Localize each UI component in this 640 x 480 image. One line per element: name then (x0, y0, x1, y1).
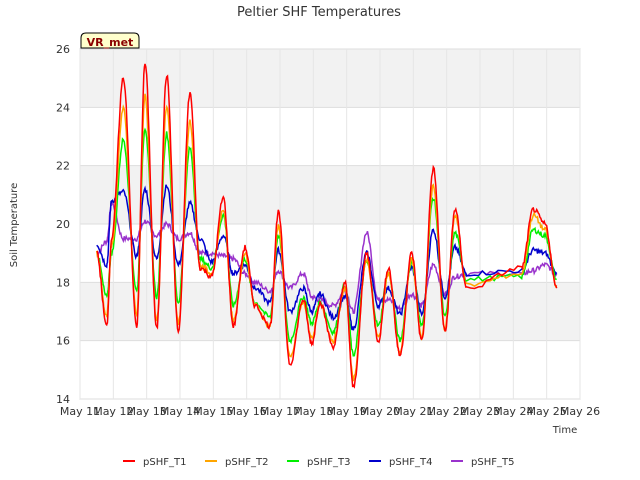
y-tick-label: 26 (56, 43, 70, 56)
x-axis-label: Time (552, 425, 577, 436)
x-tick-label: May 19 (327, 405, 367, 418)
x-tick-label: May 26 (560, 405, 600, 418)
y-tick-label: 22 (56, 160, 70, 173)
legend-label: pSHF_T2 (225, 457, 268, 468)
x-tick-label: May 15 (193, 405, 233, 418)
x-tick-label: May 13 (127, 405, 167, 418)
x-tick-label: May 18 (293, 405, 333, 418)
x-tick-label: May 21 (393, 405, 433, 418)
legend-label: pSHF_T1 (143, 457, 186, 468)
vr-met-badge: VR_met (80, 32, 140, 49)
y-tick-label: 16 (56, 335, 70, 348)
x-tick-label: May 16 (227, 405, 267, 418)
grid-band (80, 165, 580, 224)
legend-label: pSHF_T3 (307, 457, 350, 468)
series-line-pSHF_T1 (96, 63, 558, 389)
legend-label: pSHF_T5 (471, 457, 514, 468)
legend-label: pSHF_T4 (389, 457, 432, 468)
x-tick-label: May 20 (360, 405, 400, 418)
grid-band (80, 49, 580, 108)
y-tick-label: 18 (56, 276, 70, 289)
legend: pSHF_T1 pSHF_T2 pSHF_T3 pSHF_T4 pSHF_T5 (123, 457, 514, 468)
y-tick-labels: 14 16 18 20 22 24 26 (56, 43, 70, 406)
x-tick-label: May 24 (493, 405, 533, 418)
vr-met-badge-label: VR_met (87, 36, 134, 49)
y-axis-label: Soil Temperature (9, 183, 20, 268)
x-tick-label: May 17 (260, 405, 300, 418)
y-tick-label: 20 (56, 218, 70, 231)
series-layer (95, 63, 558, 389)
x-tick-label: May 11 (60, 405, 100, 418)
x-tick-label: May 22 (427, 405, 467, 418)
x-tick-label: May 14 (160, 405, 200, 418)
grid-band (80, 282, 580, 341)
x-tick-label: May 25 (527, 405, 567, 418)
y-tick-label: 14 (56, 393, 70, 406)
x-tick-label: May 23 (460, 405, 500, 418)
x-tick-label: May 12 (93, 405, 133, 418)
chart-title: Peltier SHF Temperatures (237, 5, 401, 20)
y-tick-label: 24 (56, 101, 70, 114)
